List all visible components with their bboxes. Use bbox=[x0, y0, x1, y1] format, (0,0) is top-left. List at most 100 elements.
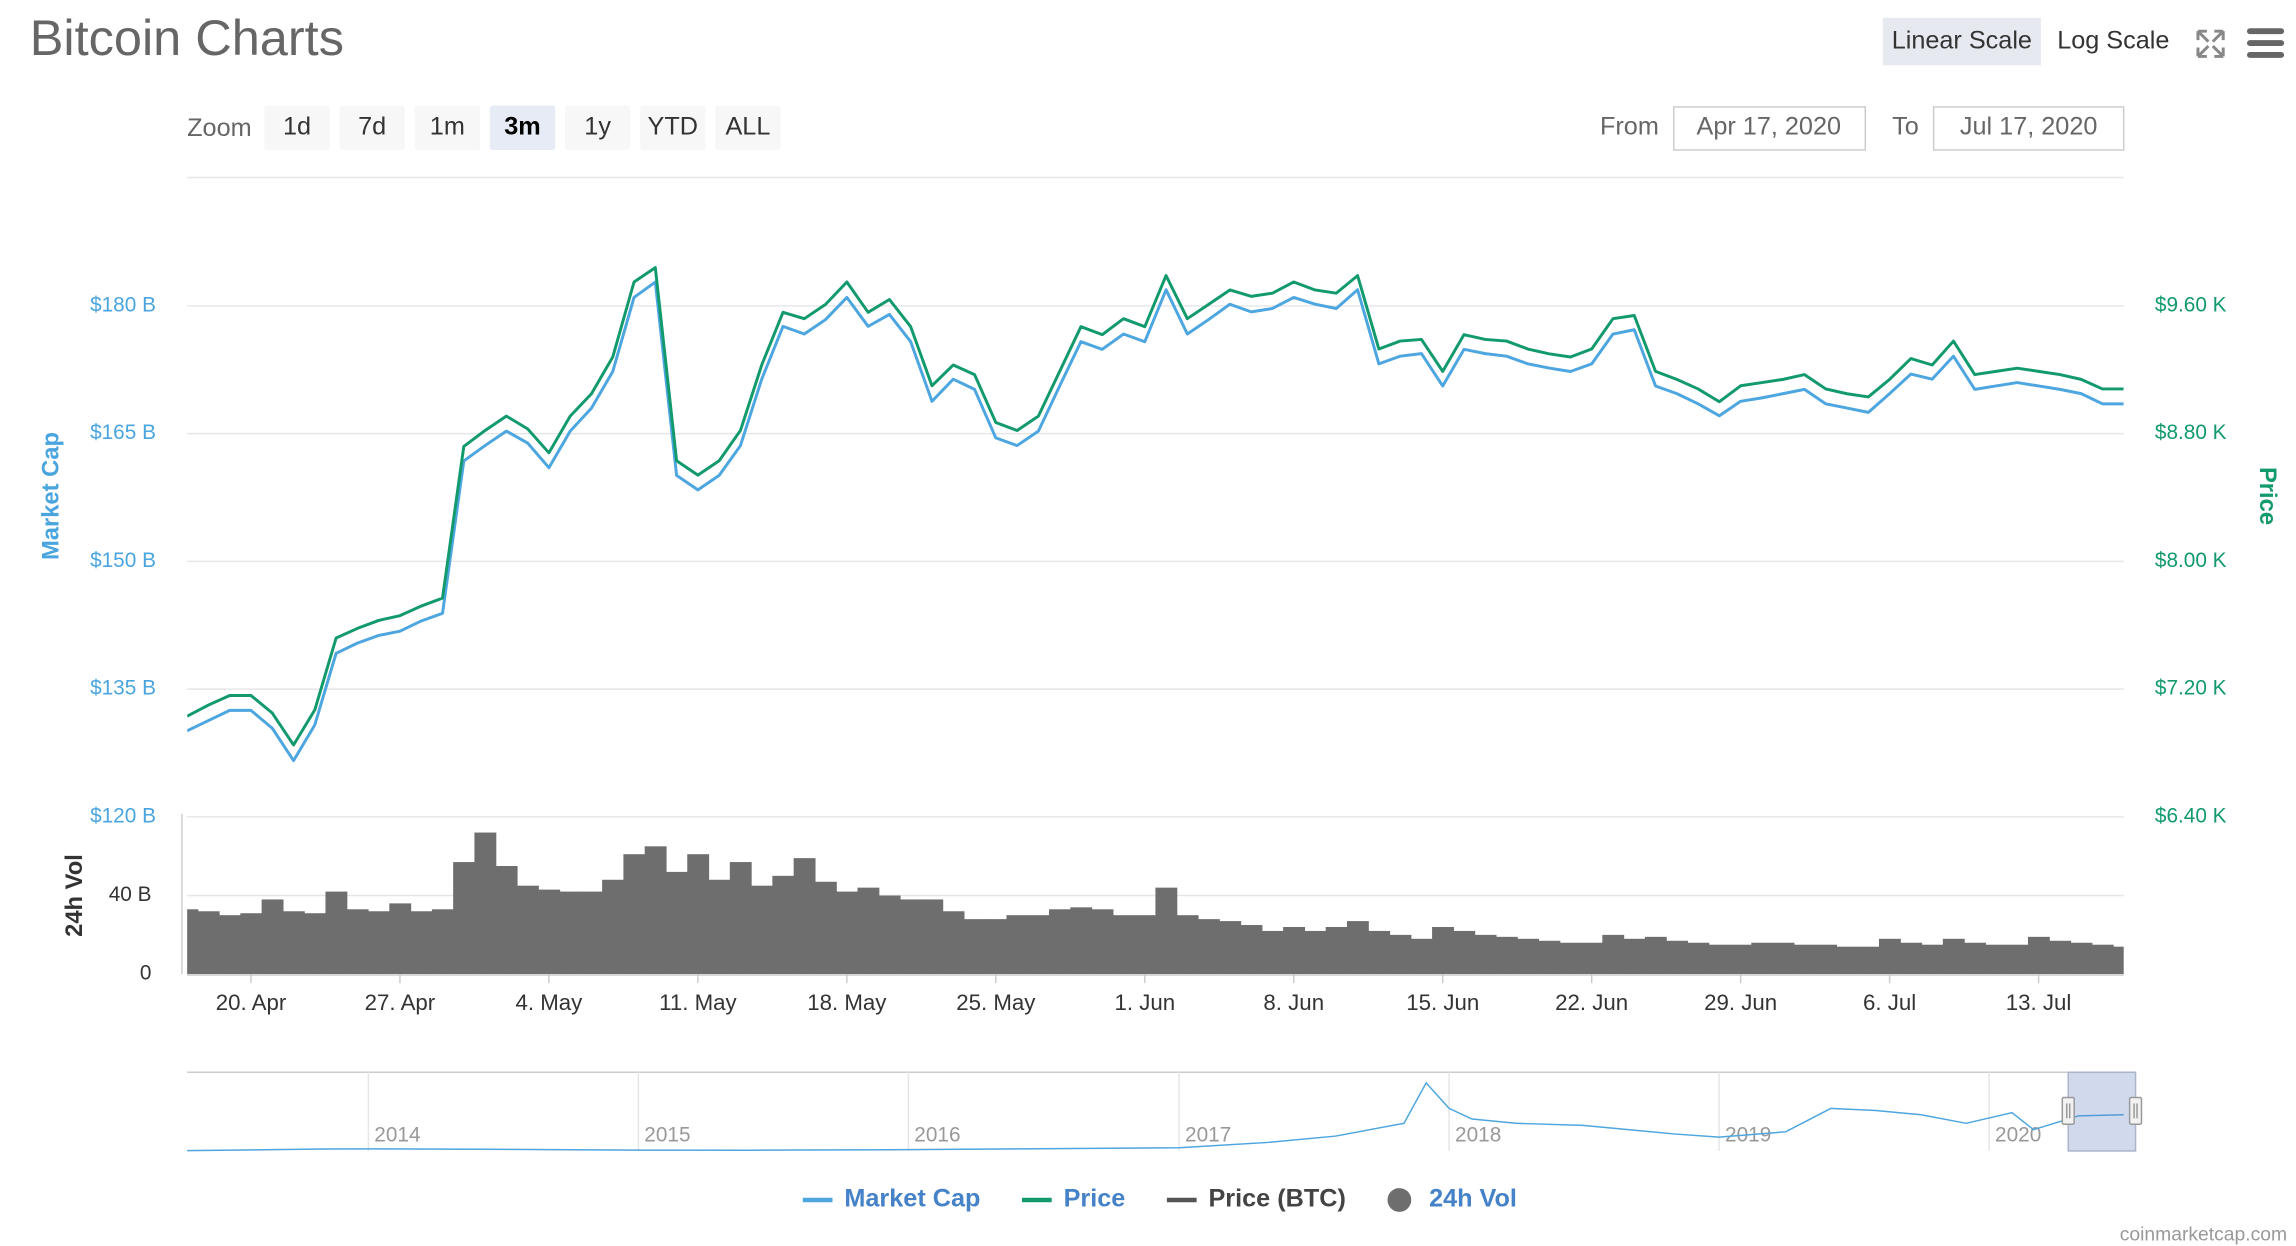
volume-bar bbox=[1921, 944, 1944, 975]
volume-bar bbox=[985, 919, 1008, 975]
x-tick-label: 6. Jul bbox=[1863, 990, 1916, 1015]
volume-bar bbox=[1857, 946, 1880, 975]
volume-bar bbox=[1368, 930, 1391, 975]
volume-bar bbox=[1687, 942, 1710, 975]
volume-bar bbox=[1346, 921, 1369, 975]
volume-bar bbox=[2091, 944, 2114, 975]
page-title: Bitcoin Charts bbox=[30, 9, 344, 66]
volume-bar bbox=[1176, 915, 1199, 975]
y-tick-label: 0 bbox=[140, 962, 152, 985]
scale-button[interactable]: Linear Scale bbox=[1882, 17, 2041, 66]
volume-bar bbox=[389, 903, 412, 975]
zoom-button[interactable]: ALL bbox=[715, 105, 781, 150]
volume-bar bbox=[1091, 909, 1114, 975]
zoom-button[interactable]: 1m bbox=[414, 105, 481, 150]
series-line bbox=[187, 280, 2124, 763]
volume-bar bbox=[368, 911, 390, 975]
x-tick-label: 27. Apr bbox=[365, 990, 436, 1015]
scale-button-label: Linear Scale bbox=[1892, 26, 2032, 54]
volume-bar bbox=[1730, 944, 1752, 975]
volume-bar bbox=[1453, 930, 1476, 975]
volume-bar bbox=[580, 891, 603, 975]
legend-item[interactable]: Price (BTC) bbox=[1166, 1185, 1346, 1213]
credit: coinmarketcap.com bbox=[2120, 1225, 2287, 1246]
volume-bar bbox=[1240, 925, 1263, 975]
zoom-button-bg bbox=[489, 105, 556, 150]
legend-label: Price (BTC) bbox=[1208, 1185, 1345, 1213]
y-tick-label: $165 B bbox=[90, 421, 156, 444]
from-label: From bbox=[1600, 112, 1659, 140]
volume-bar bbox=[687, 854, 710, 975]
zoom-button-bg bbox=[264, 105, 330, 150]
volume-bar bbox=[1900, 942, 1923, 975]
volume-bar bbox=[1623, 938, 1646, 975]
y-axis-title: Market Cap bbox=[37, 432, 64, 560]
y2-tick-label: $8.00 K bbox=[2155, 549, 2227, 572]
x-tick-label: 18. May bbox=[807, 990, 887, 1015]
zoom-button-bg bbox=[640, 105, 706, 150]
menu-icon[interactable] bbox=[2246, 28, 2285, 58]
zoom-button[interactable]: 1y bbox=[564, 105, 631, 150]
legend-item[interactable]: 24h Vol bbox=[1387, 1185, 1517, 1213]
volume-bar bbox=[772, 875, 795, 975]
scale-button-bg bbox=[1882, 17, 2041, 66]
zoom-button[interactable]: 1d bbox=[264, 105, 330, 150]
x-tick-label: 20. Apr bbox=[216, 990, 287, 1015]
from-input[interactable] bbox=[1672, 106, 1867, 151]
volume-bar bbox=[2070, 942, 2093, 975]
volume-bar bbox=[325, 891, 348, 975]
volume-bar bbox=[1666, 940, 1689, 975]
navigator-handle[interactable] bbox=[2128, 1096, 2143, 1125]
volume-bar bbox=[1325, 927, 1348, 975]
scale-button[interactable]: Log Scale bbox=[2048, 18, 2178, 66]
y2-tick-label: $9.60 K bbox=[2155, 293, 2227, 316]
volume-bar bbox=[2049, 940, 2072, 975]
legend-item[interactable]: Market Cap bbox=[802, 1185, 981, 1213]
navigator-tick-label: 2015 bbox=[644, 1124, 690, 1147]
volume-bar bbox=[963, 919, 986, 975]
x-tick-label: 29. Jun bbox=[1704, 990, 1777, 1015]
zoom-button[interactable]: YTD bbox=[640, 105, 706, 150]
volume-bar bbox=[2006, 944, 2029, 975]
navigator-handle-box bbox=[2061, 1096, 2075, 1125]
x-tick-label: 13. Jul bbox=[2006, 990, 2072, 1015]
volume-bar bbox=[1942, 938, 1965, 975]
volume-bar bbox=[1644, 936, 1667, 975]
zoom-button[interactable]: 7d bbox=[339, 105, 405, 150]
volume-bar bbox=[1495, 936, 1518, 975]
zoom-button-label: ALL bbox=[725, 112, 770, 140]
volume-bar bbox=[921, 899, 944, 975]
legend: Market Cap Price Price (BTC) 24h Vol bbox=[802, 1185, 1517, 1213]
legend-label: Price bbox=[1064, 1185, 1126, 1213]
volume-bar bbox=[900, 899, 922, 975]
volume-bar bbox=[1581, 942, 1603, 975]
zoom-button[interactable]: 3m bbox=[489, 105, 556, 150]
y2-tick-label: $7.20 K bbox=[2155, 677, 2227, 700]
zoom-button-bg bbox=[564, 105, 631, 150]
volume-bar bbox=[197, 911, 220, 975]
legend-item[interactable]: Price bbox=[1021, 1185, 1126, 1213]
volume-bar bbox=[1027, 915, 1050, 975]
volume-bar bbox=[1155, 887, 1178, 975]
volume-bar bbox=[1751, 942, 1774, 975]
volume-bar bbox=[942, 911, 965, 975]
x-tick-label: 4. May bbox=[516, 990, 584, 1015]
volume-bar bbox=[453, 862, 476, 975]
volume-bar bbox=[878, 895, 901, 975]
fullscreen-icon[interactable] bbox=[2196, 29, 2225, 58]
navigator-handle[interactable] bbox=[2061, 1096, 2075, 1125]
volume-bar bbox=[304, 913, 327, 975]
volume-bar bbox=[1474, 934, 1497, 975]
to-input[interactable] bbox=[1932, 106, 2125, 151]
legend-label: 24h Vol bbox=[1429, 1185, 1517, 1213]
navigator-tick-label: 2014 bbox=[374, 1124, 420, 1147]
volume-bar bbox=[187, 909, 199, 975]
scale-button-label: Log Scale bbox=[2057, 26, 2169, 54]
to-value: Jul 17, 2020 bbox=[1960, 112, 2098, 140]
volume-bar bbox=[495, 865, 518, 975]
volume-bar bbox=[602, 879, 624, 975]
x-tick-label: 11. May bbox=[659, 990, 737, 1015]
navigator-tick-label: 2018 bbox=[1455, 1124, 1501, 1147]
